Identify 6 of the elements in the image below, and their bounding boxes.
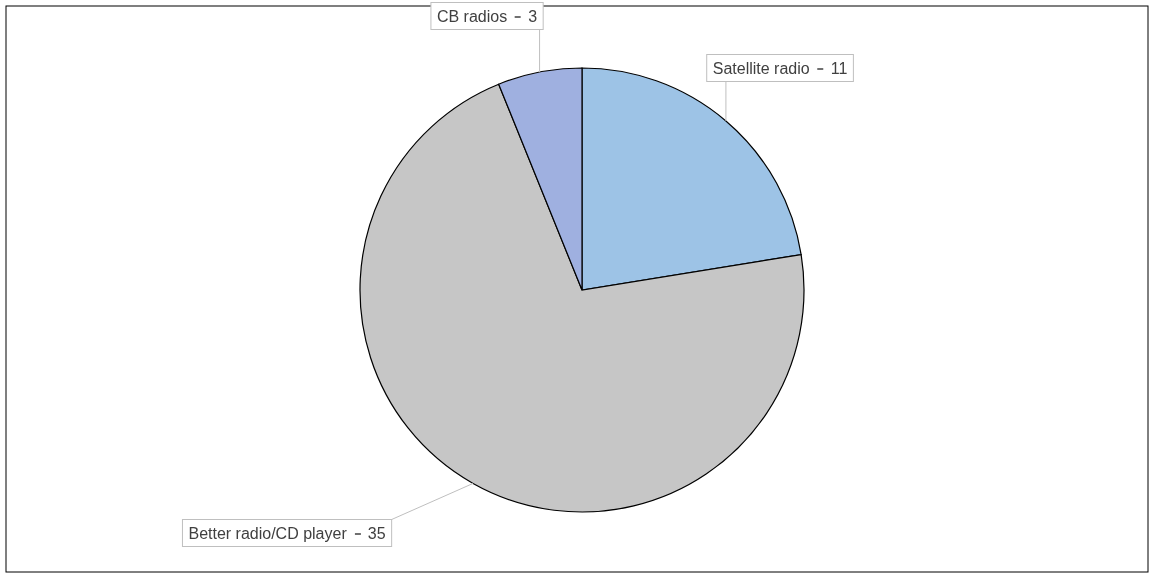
data-label: 35: [367, 524, 386, 542]
slice-label: Satellite radio: [712, 59, 810, 77]
slice-label: CB radios: [436, 7, 508, 25]
data-label: 3: [528, 7, 538, 25]
data-label: 11: [830, 59, 848, 77]
slice-label: Better radio/CD player: [188, 524, 348, 542]
